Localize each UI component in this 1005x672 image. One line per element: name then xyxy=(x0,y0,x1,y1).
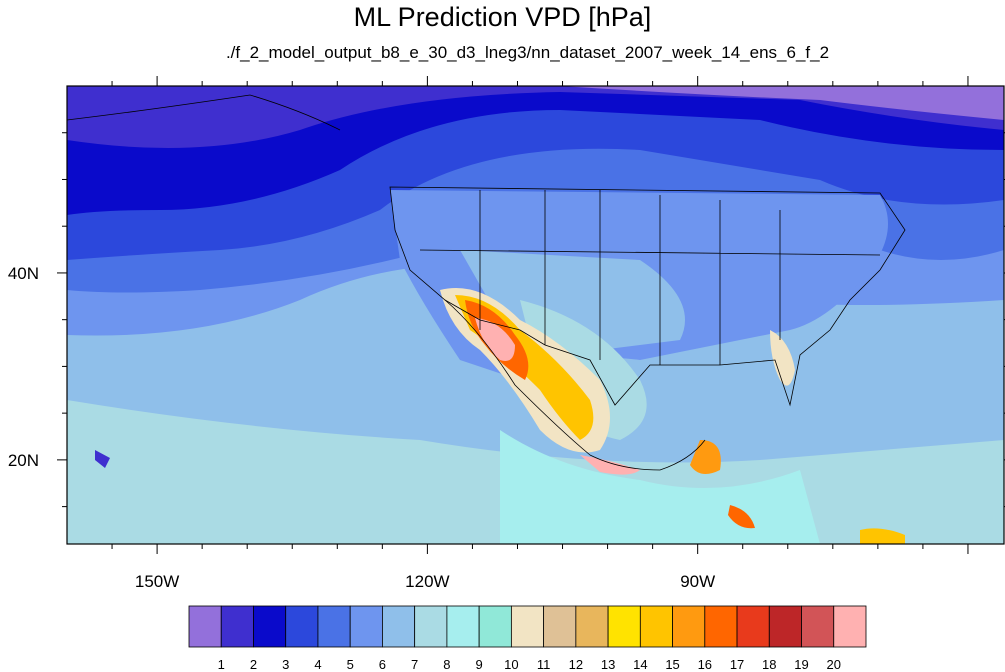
colorbar-swatch xyxy=(801,605,835,648)
colorbar: 1 2 3 4 5 6 7 8 9 10 11 12 13 14 15 16 17 18 19 20 xyxy=(188,605,867,672)
colorbar-label: 6 xyxy=(379,657,386,672)
colorbar-swatch xyxy=(704,605,738,648)
colorbar-swatch xyxy=(607,605,641,648)
colorbar-label: 9 xyxy=(476,657,483,672)
lon-label: 150W xyxy=(135,572,179,591)
colorbar-swatch xyxy=(317,605,351,648)
colorbar-swatch xyxy=(768,605,802,648)
colorbar-label: 1 xyxy=(218,657,225,672)
colorbar-label: 8 xyxy=(443,657,450,672)
colorbar-swatch xyxy=(253,605,287,648)
colorbar-swatch xyxy=(382,605,416,648)
colorbar-label: 19 xyxy=(794,657,808,672)
axis-labels: 40N 20N 150W 120W 90W xyxy=(8,264,715,591)
colorbar-label: 18 xyxy=(762,657,776,672)
plot-title: ML Prediction VPD [hPa] xyxy=(353,2,652,32)
colorbar-label: 12 xyxy=(569,657,583,672)
colorbar-swatch xyxy=(414,605,448,648)
lon-label: 90W xyxy=(680,572,715,591)
colorbar-swatch xyxy=(833,605,867,648)
colorbar-label: 10 xyxy=(504,657,518,672)
colorbar-swatch xyxy=(478,605,512,648)
colorbar-label: 4 xyxy=(314,657,321,672)
boundary-lines xyxy=(67,94,906,471)
colorbar-label: 15 xyxy=(665,657,679,672)
colorbar-label: 13 xyxy=(601,657,615,672)
colorbar-label: 17 xyxy=(730,657,744,672)
colorbar-label: 3 xyxy=(282,657,289,672)
colorbar-label: 2 xyxy=(250,657,257,672)
map-frame xyxy=(66,85,1005,545)
colorbar-label: 16 xyxy=(698,657,712,672)
vpd-field xyxy=(67,86,1004,544)
colorbar-label: 5 xyxy=(347,657,354,672)
colorbar-swatch xyxy=(672,605,706,648)
colorbar-label: 7 xyxy=(411,657,418,672)
colorbar-swatch xyxy=(220,605,254,648)
colorbar-label: 14 xyxy=(633,657,647,672)
colorbar-swatch xyxy=(446,605,480,648)
lat-label: 40N xyxy=(8,264,39,283)
colorbar-swatch xyxy=(510,605,545,648)
plot-subtitle: ./f_2_model_output_b8_e_30_d3_lneg3/nn_d… xyxy=(225,43,830,62)
colorbar-swatch xyxy=(285,605,319,648)
colorbar-swatch xyxy=(349,605,383,648)
colorbar-swatch xyxy=(188,605,222,648)
colorbar-swatch xyxy=(543,605,577,648)
lon-label: 120W xyxy=(405,572,449,591)
lat-label: 20N xyxy=(8,451,39,470)
colorbar-label: 11 xyxy=(537,657,551,672)
colorbar-swatch xyxy=(736,605,770,648)
colorbar-swatch xyxy=(575,605,609,648)
colorbar-label: 20 xyxy=(827,657,841,672)
colorbar-swatch xyxy=(639,605,673,648)
